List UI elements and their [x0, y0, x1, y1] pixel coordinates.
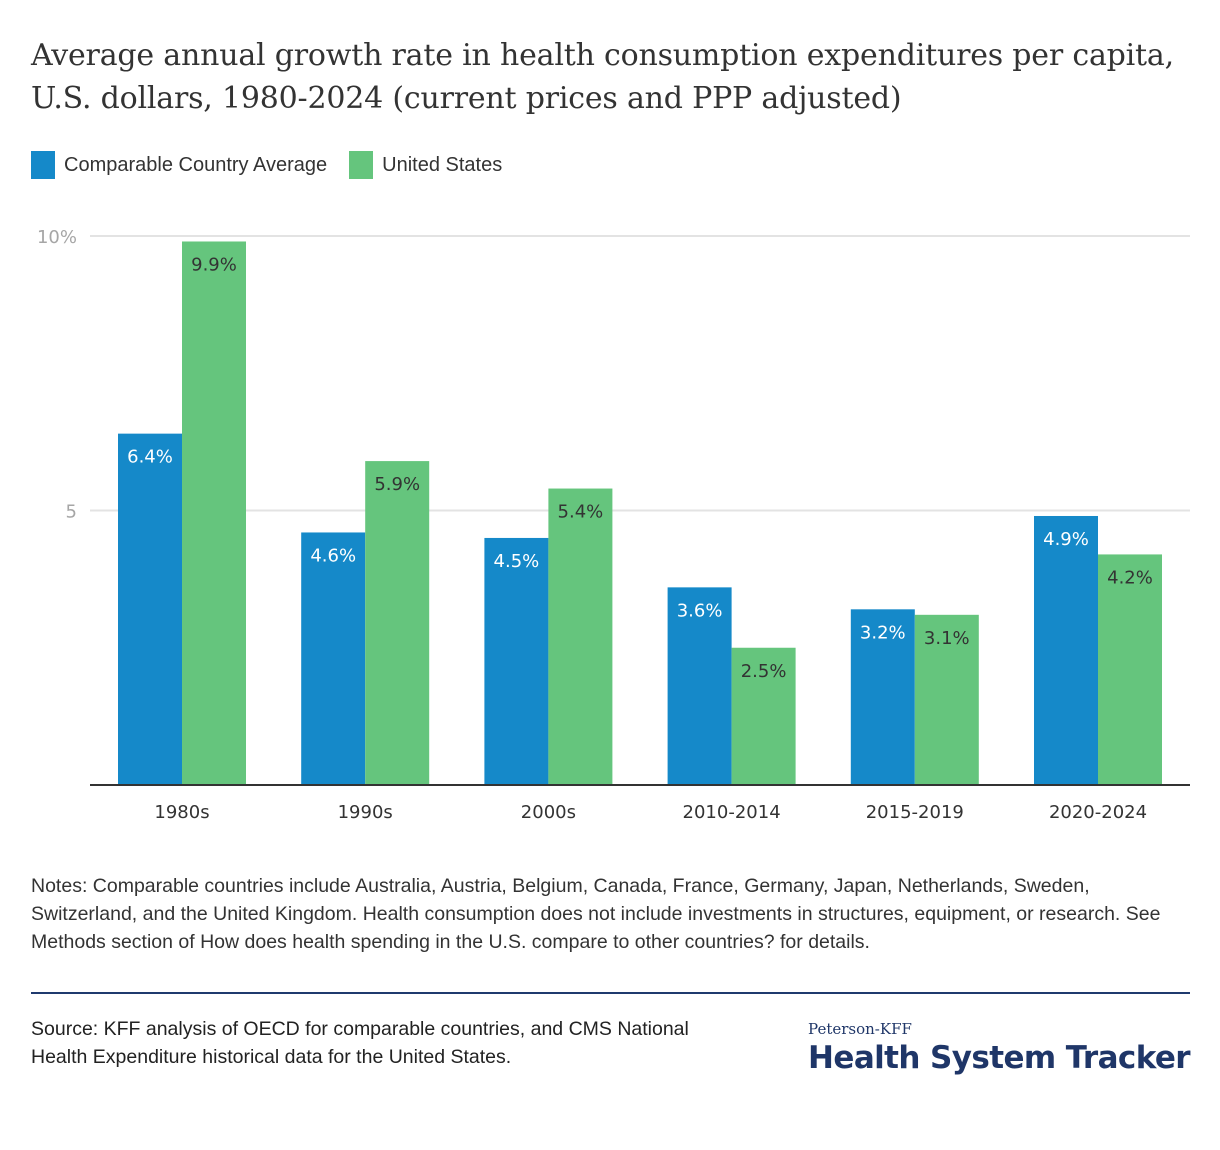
- footer-divider: [31, 992, 1190, 994]
- legend-swatch-comparable: [31, 151, 55, 179]
- chart-title: Average annual growth rate in health con…: [31, 38, 1174, 116]
- bar-chart: 5 10% 6.4% 9.9% 1980s 4.6% 5.9% 1990s 4.5% 5.4% 20…: [37, 227, 1190, 823]
- data-label: 3.2%: [860, 622, 906, 643]
- data-label: 2.5%: [741, 661, 787, 682]
- data-label: 6.4%: [127, 447, 173, 468]
- bar-comparable: [301, 532, 366, 785]
- x-tick-label: 2020-2024: [1049, 802, 1147, 823]
- y-tick-label: 5: [66, 502, 77, 523]
- data-label: 5.9%: [374, 474, 420, 495]
- x-tick-label: 1980s: [154, 802, 209, 823]
- data-label: 4.5%: [494, 551, 540, 572]
- data-label: 4.6%: [310, 545, 356, 566]
- x-tick-label: 2000s: [521, 802, 576, 823]
- legend-swatch-us: [349, 151, 374, 179]
- data-label: 9.9%: [191, 254, 237, 275]
- bar-us: [365, 461, 430, 785]
- bar-us: [182, 241, 246, 786]
- bar-comparable: [850, 609, 915, 785]
- brand-small: Peterson-KFF: [808, 1020, 912, 1038]
- legend: Comparable Country Average United States: [31, 151, 524, 179]
- notes: Notes: Comparable countries include Aust…: [31, 875, 1161, 953]
- bar-comparable: [118, 433, 182, 785]
- bar-comparable: [484, 537, 549, 785]
- bar-comparable: [667, 587, 732, 785]
- legend-item-us: United States: [349, 151, 502, 179]
- legend-label-comparable: Comparable Country Average: [64, 153, 328, 176]
- data-label: 5.4%: [558, 502, 604, 523]
- x-tick-label: 2010-2014: [683, 802, 781, 823]
- source: Source: KFF analysis of OECD for compara…: [31, 1018, 689, 1068]
- bar-comparable: [1034, 515, 1098, 785]
- bar-us: [1098, 554, 1162, 785]
- bar-us: [548, 488, 613, 785]
- legend-label-us: United States: [382, 153, 503, 176]
- data-label: 4.2%: [1107, 567, 1153, 588]
- data-label: 3.1%: [924, 628, 970, 649]
- data-label: 3.6%: [677, 600, 723, 621]
- y-tick-label: 10%: [37, 227, 77, 248]
- bar-us: [731, 647, 796, 785]
- legend-item-comparable: Comparable Country Average: [31, 151, 327, 179]
- x-tick-label: 1990s: [338, 802, 393, 823]
- data-label: 4.9%: [1043, 529, 1089, 550]
- bar-us: [914, 614, 979, 785]
- brand-logo: Peterson-KFF Health System Tracker: [808, 1020, 1191, 1076]
- brand-name: Health System Tracker: [808, 1040, 1191, 1076]
- x-tick-label: 2015-2019: [866, 802, 964, 823]
